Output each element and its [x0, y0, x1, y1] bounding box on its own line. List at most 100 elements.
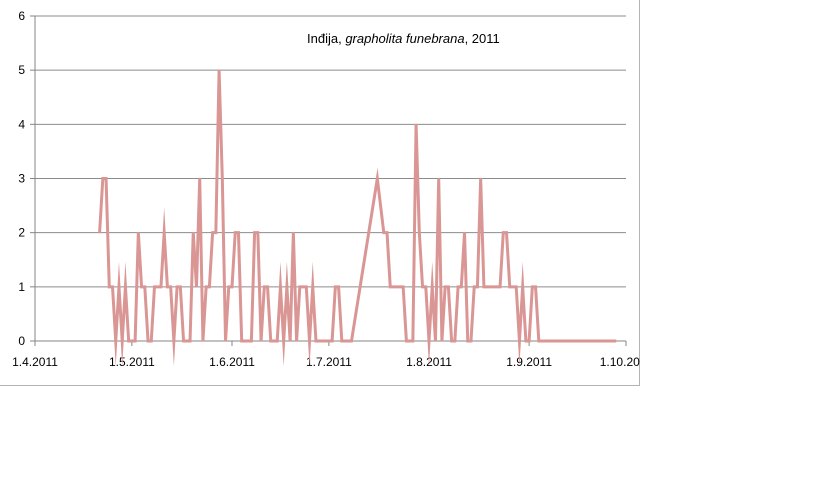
y-tick-label: 5 — [18, 63, 25, 77]
data-point — [454, 340, 456, 342]
data-point — [227, 286, 230, 288]
data-point — [305, 286, 308, 288]
data-point — [134, 340, 136, 342]
data-point — [331, 340, 333, 342]
data-point — [269, 340, 272, 342]
data-point — [121, 340, 123, 342]
data-point — [279, 286, 282, 288]
data-point — [315, 340, 317, 342]
data-point — [444, 286, 446, 288]
data-point — [114, 340, 117, 342]
data-point — [489, 286, 492, 288]
data-point — [211, 231, 214, 234]
data-point — [205, 286, 207, 288]
data-point — [431, 286, 434, 288]
data-point — [163, 231, 165, 234]
data-point — [263, 286, 266, 288]
data-point — [234, 231, 237, 234]
data-point — [515, 286, 517, 288]
data-point — [147, 340, 149, 342]
data-point — [231, 286, 233, 288]
data-point — [437, 177, 440, 180]
data-point — [499, 286, 501, 288]
data-point — [276, 340, 279, 342]
y-tick-label: 0 — [18, 334, 25, 348]
data-point — [463, 231, 466, 234]
x-tick-label: 1.6.2011 — [209, 355, 255, 369]
y-tick-label: 1 — [18, 280, 25, 294]
data-point — [237, 231, 240, 234]
data-point — [273, 340, 275, 342]
data-point — [250, 340, 253, 342]
data-point — [266, 286, 269, 288]
data-point — [402, 286, 404, 288]
gridlines — [35, 15, 626, 288]
data-point — [160, 286, 162, 288]
data-point — [218, 69, 220, 71]
data-point — [221, 177, 224, 180]
data-point — [247, 340, 249, 342]
data-point — [483, 286, 485, 288]
line-chart: 0 1 2 3 4 5 6 1.4.2011 1.5.2011 1.6.2011 1.7.2011… — [12, 9, 652, 369]
data-point — [282, 340, 285, 342]
data-point — [502, 231, 505, 234]
data-point — [389, 286, 392, 288]
data-point — [137, 231, 140, 234]
data-point — [337, 286, 340, 288]
chart-frame: 0 1 2 3 4 5 6 1.4.2011 1.5.2011 1.6.2011 1.7.2011… — [0, 0, 653, 386]
data-point — [382, 231, 385, 234]
data-point — [189, 340, 191, 342]
data-point — [260, 340, 262, 342]
data-point — [324, 340, 327, 342]
data-point — [470, 340, 472, 342]
data-point — [508, 286, 511, 288]
data-point — [195, 286, 198, 288]
data-point — [169, 286, 172, 288]
chart-title-part: , 2011 — [465, 31, 500, 46]
data-point — [428, 340, 430, 342]
data-point — [240, 340, 243, 342]
data-point — [311, 286, 314, 288]
x-tick-label: 1.5.2011 — [109, 355, 155, 369]
data-point — [525, 340, 527, 342]
data-point — [198, 177, 201, 180]
data-point — [182, 340, 185, 342]
data-point — [479, 177, 482, 180]
data-point — [615, 340, 618, 342]
data-point — [350, 340, 353, 342]
data-point — [153, 286, 156, 288]
data-point — [473, 286, 476, 288]
chart-title-species: grapholita funebrana — [345, 31, 464, 46]
data-point — [156, 286, 159, 288]
data-point — [521, 286, 524, 288]
data-point — [528, 340, 530, 342]
data-point — [105, 177, 107, 180]
data-point — [102, 177, 104, 180]
data-point — [441, 340, 443, 342]
data-point — [173, 340, 175, 342]
data-point — [202, 340, 204, 342]
data-point — [486, 286, 488, 288]
data-point — [166, 286, 169, 288]
data-point — [118, 286, 120, 288]
y-tick-label: 6 — [18, 9, 25, 23]
x-tick-labels: 1.4.2011 1.5.2011 1.6.2011 1.7.2011 1.8.2011… — [12, 355, 652, 369]
data-point — [98, 231, 101, 234]
data-point — [386, 231, 388, 234]
data-point — [289, 340, 291, 342]
data-point — [538, 340, 540, 342]
data-point — [334, 286, 337, 288]
x-tick-label: 1.7.2011 — [306, 355, 352, 369]
data-point — [108, 286, 111, 288]
data-point — [518, 340, 521, 342]
data-point — [150, 340, 153, 342]
series-layer — [98, 69, 618, 367]
data-point — [492, 286, 495, 288]
data-point — [179, 286, 182, 288]
y-tick-label: 4 — [18, 117, 25, 131]
data-point — [399, 286, 401, 288]
data-point — [412, 340, 414, 342]
data-point — [457, 286, 459, 288]
data-point — [376, 177, 379, 180]
data-point — [476, 286, 479, 288]
